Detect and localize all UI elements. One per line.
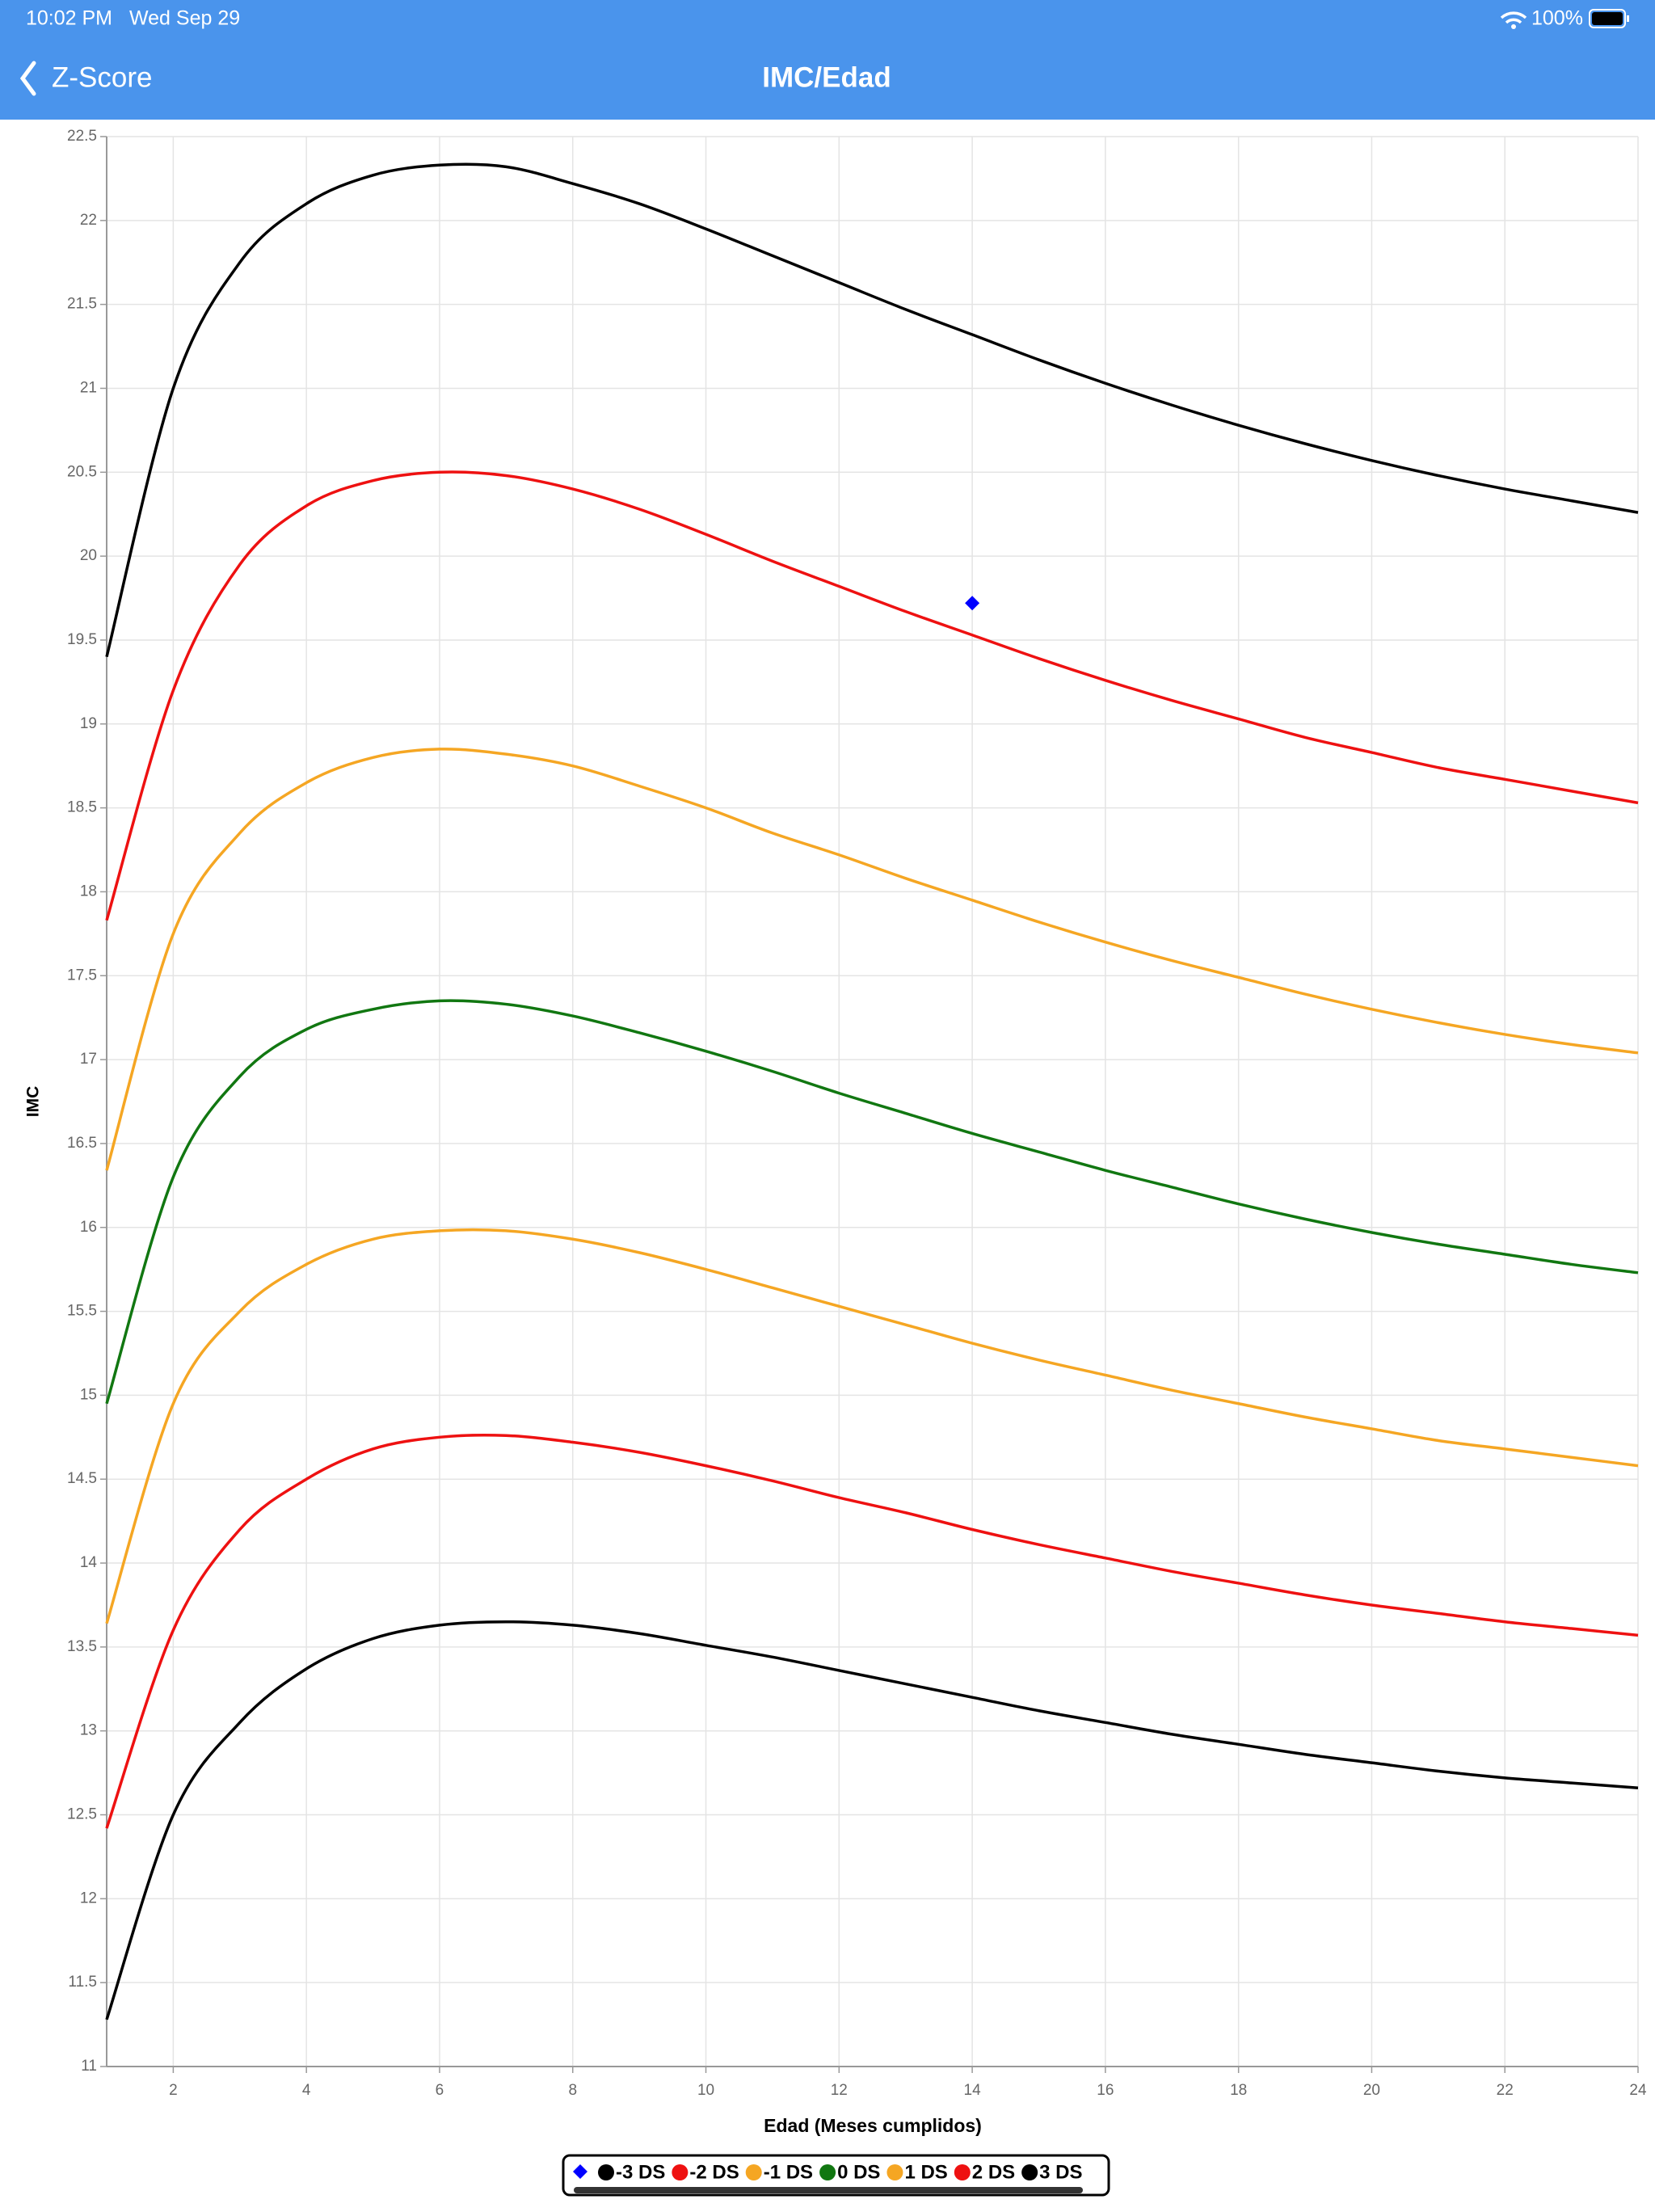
- legend-label: 1 DS: [904, 2161, 947, 2183]
- status-date: Wed Sep 29: [129, 7, 240, 30]
- status-time: 10:02 PM: [26, 7, 112, 30]
- y-tick-label: 11.5: [68, 1974, 97, 1991]
- y-tick-label: 17.5: [67, 967, 97, 984]
- line-series: [105, 162, 1639, 658]
- legend-label: 2 DS: [972, 2161, 1015, 2183]
- line-series: [105, 1433, 1639, 1829]
- legend-label: 3 DS: [1039, 2161, 1082, 2183]
- patient-point: [965, 596, 980, 611]
- x-tick-label: 18: [1230, 2082, 1247, 2099]
- back-button[interactable]: Z-Score: [52, 61, 152, 93]
- nav-title: IMC/Edad: [762, 61, 891, 93]
- y-tick-label: 15.5: [67, 1303, 97, 1320]
- x-tick-label: 2: [169, 2082, 178, 2099]
- line-series: [105, 999, 1639, 1405]
- y-tick-label: 17: [80, 1051, 97, 1068]
- y-tick-label: 22.5: [67, 128, 97, 145]
- x-tick-label: 22: [1497, 2082, 1514, 2099]
- status-battery: 100%: [1531, 7, 1583, 30]
- x-tick-label: 16: [1097, 2082, 1114, 2099]
- y-tick-label: 19: [80, 715, 97, 732]
- header-bg: [0, 0, 1655, 120]
- scroll-indicator: [574, 2187, 1083, 2193]
- x-tick-label: 8: [568, 2082, 577, 2099]
- line-series: [105, 1228, 1639, 1624]
- y-tick-label: 15: [80, 1386, 97, 1403]
- legend-swatch: [745, 2164, 762, 2180]
- y-tick-label: 18.5: [67, 799, 97, 816]
- legend-label: -2 DS: [689, 2161, 739, 2183]
- x-tick-label: 20: [1363, 2082, 1380, 2099]
- y-tick-label: 20: [80, 547, 97, 564]
- y-tick-label: 22: [80, 212, 97, 229]
- line-series: [105, 1620, 1639, 2020]
- x-tick-label: 6: [436, 2082, 444, 2099]
- y-tick-label: 18: [80, 883, 97, 900]
- y-axis-label: IMC: [24, 1086, 43, 1118]
- y-tick-label: 20.5: [67, 463, 97, 480]
- legend-box: [562, 2154, 1110, 2197]
- y-tick-label: 12: [80, 1890, 97, 1907]
- y-tick-label: 21.5: [67, 296, 97, 313]
- y-tick-label: 13.5: [67, 1638, 97, 1655]
- x-tick-label: 12: [831, 2082, 848, 2099]
- y-tick-label: 16: [80, 1219, 97, 1236]
- y-tick-label: 13: [80, 1722, 97, 1739]
- y-tick-label: 14: [80, 1554, 98, 1571]
- y-tick-label: 12.5: [67, 1806, 97, 1823]
- battery-icon: [1589, 9, 1629, 28]
- legend-swatch: [598, 2164, 614, 2180]
- back-chevron[interactable]: [19, 61, 36, 96]
- line-series: [105, 470, 1639, 921]
- legend-swatch: [886, 2164, 903, 2180]
- legend-label: -3 DS: [616, 2161, 665, 2183]
- x-tick-label: 4: [302, 2082, 311, 2099]
- x-tick-label: 24: [1629, 2082, 1647, 2099]
- legend-swatch: [672, 2164, 689, 2180]
- wifi-icon: [1500, 11, 1527, 29]
- x-tick-label: 14: [964, 2082, 982, 2099]
- legend-swatch: [819, 2164, 836, 2180]
- legend-marker: [573, 2164, 587, 2179]
- y-tick-label: 21: [80, 379, 97, 396]
- line-series: [105, 748, 1639, 1171]
- y-tick-label: 19.5: [67, 631, 97, 648]
- legend-label: -1 DS: [764, 2161, 813, 2183]
- legend-label: 0 DS: [837, 2161, 880, 2183]
- legend-swatch: [954, 2164, 971, 2180]
- x-tick-label: 10: [697, 2082, 714, 2099]
- y-tick-label: 16.5: [67, 1135, 97, 1152]
- y-tick-label: 11: [81, 2058, 97, 2075]
- legend-swatch: [1021, 2164, 1038, 2180]
- y-tick-label: 14.5: [67, 1470, 97, 1487]
- x-axis-label: Edad (Meses cumplidos): [764, 2115, 982, 2136]
